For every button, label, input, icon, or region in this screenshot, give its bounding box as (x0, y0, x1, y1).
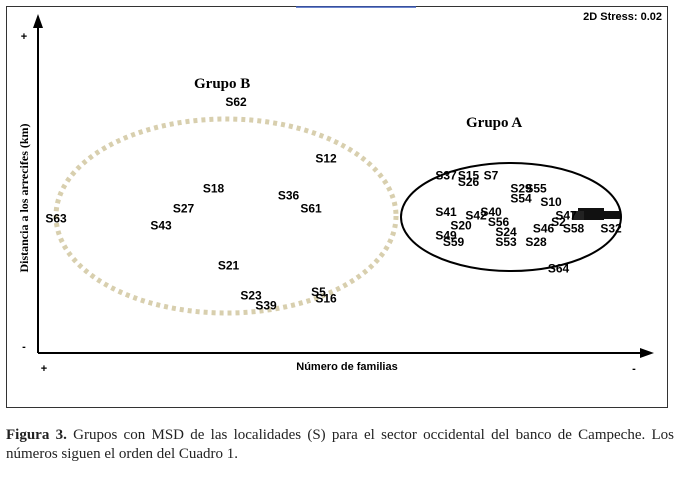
point-label-s32: S32 (600, 222, 622, 236)
point-label-s56: S56 (488, 215, 510, 229)
point-label-s58: S58 (563, 222, 585, 236)
point-label-s20: S20 (450, 218, 472, 232)
y-axis-arrow (33, 14, 43, 28)
point-label-s5: S5 (311, 285, 326, 299)
y-tick-top: + (21, 31, 27, 43)
point-label-s37: S37 (435, 168, 457, 182)
point-label-s28: S28 (525, 235, 547, 249)
point-label-s47: S47 (555, 208, 577, 222)
point-label-s55: S55 (525, 182, 547, 196)
caption-label: Figura 3. (6, 427, 67, 443)
point-label-s7: S7 (484, 168, 499, 182)
point-label-s54: S54 (510, 192, 532, 206)
x-tick-left: + (41, 363, 47, 375)
point-label-s40: S40 (480, 205, 502, 219)
chart-figure: 2D Stress: 0.02 + - + - Número de famili… (6, 6, 668, 408)
point-label-s29: S29 (510, 182, 532, 196)
point-label-s27: S27 (173, 202, 195, 216)
point-label-s64: S64 (548, 262, 570, 276)
point-label-s39: S39 (255, 298, 277, 312)
point-label-s41: S41 (435, 205, 457, 219)
figure-caption: Figura 3. Grupos con MSD de las localida… (6, 426, 674, 464)
point-label-s36: S36 (278, 188, 300, 202)
group-a-label: Grupo A (466, 115, 522, 131)
point-label-s53: S53 (495, 235, 517, 249)
group-a-ellipse (400, 162, 622, 272)
x-tick-right: - (632, 363, 636, 375)
y-axis-label: Distancia a los arrecifes (km) (17, 123, 31, 272)
point-label-s18: S18 (203, 182, 225, 196)
point-label-s42: S42 (465, 208, 487, 222)
point-label-s10: S10 (540, 195, 562, 209)
point-label-s46: S46 (533, 222, 555, 236)
point-label-s23: S23 (240, 288, 262, 302)
point-label-s2: S2 (551, 215, 566, 229)
point-label-s43: S43 (150, 218, 172, 232)
dense-label-cluster (572, 208, 620, 220)
point-label-s62: S62 (225, 95, 247, 109)
caption-text: Grupos con MSD de las localidades (S) pa… (6, 427, 674, 462)
group-b-ellipse (53, 116, 399, 316)
y-tick-bottom: - (22, 341, 26, 353)
figure-frame (6, 6, 668, 408)
group-b-label: Grupo B (194, 76, 250, 92)
point-label-s21: S21 (218, 258, 240, 272)
point-label-s26: S26 (458, 175, 480, 189)
x-axis-arrow (640, 348, 654, 358)
point-label-s49: S49 (435, 228, 457, 242)
point-label-s63: S63 (45, 212, 67, 226)
point-label-s61: S61 (300, 202, 322, 216)
stress-label: 2D Stress: 0.02 (583, 11, 662, 23)
point-label-s15: S15 (458, 168, 480, 182)
x-axis-label: Número de familias (296, 361, 397, 373)
point-label-s16: S16 (315, 292, 337, 306)
point-label-s59: S59 (443, 235, 465, 249)
point-label-s12: S12 (315, 152, 337, 166)
point-label-s24: S24 (495, 225, 517, 239)
